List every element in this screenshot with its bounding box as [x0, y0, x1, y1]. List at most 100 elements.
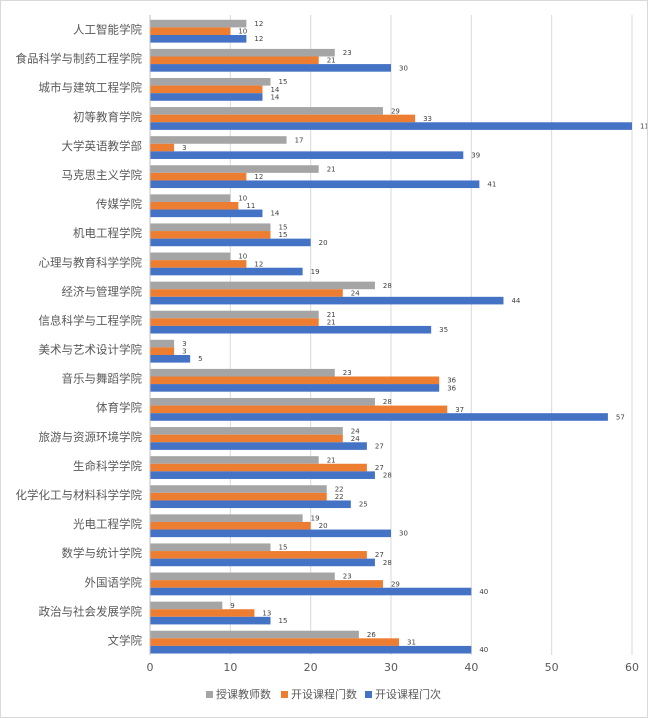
value-label-s2-c17: 30	[399, 530, 408, 538]
category-label-0: 人工智能学院	[73, 23, 142, 37]
value-label-s2-c19: 40	[479, 588, 488, 596]
category-label-1: 食品科学与制药工程学院	[16, 52, 143, 66]
bar-s1-c9	[150, 289, 343, 297]
value-label-s0-c13: 28	[383, 398, 392, 406]
bar-s1-c21	[150, 638, 400, 646]
bar-s0-c13	[150, 397, 375, 406]
value-label-s2-c7: 20	[319, 239, 328, 247]
value-label-s1-c13: 37	[455, 406, 464, 414]
category-label-19: 外国语学院	[85, 575, 143, 589]
category-label-15: 生命科学学院	[73, 459, 142, 473]
value-label-s1-c8: 12	[254, 260, 263, 268]
category-label-13: 体育学院	[96, 401, 142, 415]
value-label-s0-c2: 15	[279, 78, 288, 86]
value-label-s0-c19: 23	[343, 573, 352, 581]
value-label-s1-c11: 3	[182, 348, 186, 356]
value-label-s2-c8: 19	[311, 268, 320, 276]
value-label-s1-c7: 15	[279, 231, 288, 239]
category-label-8: 心理与教育科学学院	[39, 255, 143, 269]
legend-label-0: 授课教师数	[216, 687, 271, 701]
bar-s1-c1	[150, 56, 319, 65]
bar-s1-c11	[150, 347, 175, 355]
value-label-s1-c3: 33	[423, 115, 432, 123]
bar-s1-c16	[150, 492, 327, 501]
bar-s1-c2	[150, 85, 263, 94]
bar-s1-c19	[150, 580, 383, 588]
bar-s2-c0	[150, 35, 247, 43]
value-label-s2-c13: 57	[616, 413, 625, 421]
bar-s0-c20	[150, 601, 223, 610]
bar-s2-c2	[150, 93, 263, 101]
bar-s1-c17	[150, 521, 311, 530]
value-label-s2-c4: 39	[471, 152, 480, 160]
bar-s2-c14	[150, 442, 367, 450]
category-label-9: 经济与管理学院	[62, 284, 143, 298]
value-label-s1-c9: 24	[351, 289, 360, 297]
value-label-s0-c8: 10	[238, 253, 247, 261]
legend-label-1: 开设课程门数	[291, 687, 357, 701]
bar-s0-c15	[150, 456, 319, 464]
x-tick-label-2: 20	[304, 661, 318, 674]
value-label-s2-c5: 41	[487, 181, 496, 189]
value-label-s2-c18: 28	[383, 559, 392, 567]
bar-s2-c5	[150, 180, 480, 189]
value-label-s1-c19: 29	[391, 580, 400, 588]
value-label-s2-c1: 30	[399, 64, 408, 72]
bar-s1-c3	[150, 114, 416, 123]
bar-s0-c2	[150, 77, 271, 86]
bar-s1-c18	[150, 551, 367, 559]
value-label-s1-c5: 12	[254, 173, 263, 181]
bar-s0-c7	[150, 223, 271, 232]
value-label-s2-c9: 44	[511, 297, 520, 305]
value-label-s0-c3: 29	[391, 107, 400, 115]
value-label-s2-c6: 14	[270, 210, 279, 218]
bar-s1-c14	[150, 434, 343, 443]
bar-s2-c21	[150, 645, 472, 654]
value-label-s2-c2: 14	[270, 93, 279, 101]
bar-s1-c7	[150, 231, 271, 239]
value-label-s0-c4: 17	[295, 136, 304, 144]
value-label-s0-c16: 22	[335, 485, 344, 493]
bar-s0-c10	[150, 310, 319, 319]
bar-s2-c4	[150, 151, 464, 159]
bar-s2-c15	[150, 471, 375, 479]
value-label-s0-c21: 26	[367, 631, 376, 639]
category-label-3: 初等教育学院	[73, 110, 142, 124]
value-label-s0-c14: 24	[351, 427, 360, 435]
bar-s0-c21	[150, 630, 359, 639]
value-label-s0-c9: 28	[383, 282, 392, 290]
bar-s0-c1	[150, 48, 335, 57]
bar-s2-c20	[150, 616, 271, 625]
category-label-11: 美术与艺术设计学院	[39, 343, 143, 357]
bar-s1-c20	[150, 609, 255, 617]
bar-s2-c17	[150, 529, 391, 538]
bar-s0-c0	[150, 19, 247, 28]
bar-s1-c12	[150, 376, 440, 385]
bar-s0-c5	[150, 165, 319, 173]
x-tick-label-6: 60	[625, 661, 639, 674]
category-label-10: 信息科学与工程学院	[39, 313, 143, 327]
value-label-s2-c3: 112	[640, 122, 647, 130]
category-label-12: 音乐与舞蹈学院	[62, 372, 143, 386]
value-label-s0-c10: 21	[327, 311, 336, 319]
category-label-21: 文学院	[108, 633, 143, 647]
bar-s2-c3	[150, 122, 632, 130]
value-label-s1-c0: 10	[238, 28, 247, 36]
value-label-s1-c2: 14	[270, 86, 279, 94]
value-label-s1-c20: 13	[262, 609, 271, 617]
bar-s2-c6	[150, 209, 263, 218]
value-label-s2-c11: 5	[198, 355, 202, 363]
value-label-s2-c20: 15	[279, 617, 288, 625]
bar-s2-c11	[150, 355, 191, 363]
value-label-s2-c14: 27	[375, 442, 384, 450]
bar-s2-c9	[150, 296, 504, 305]
bar-s0-c8	[150, 252, 231, 261]
bar-s1-c5	[150, 172, 247, 181]
bar-s1-c15	[150, 463, 367, 472]
bar-s0-c4	[150, 136, 287, 144]
category-label-6: 传媒学院	[96, 197, 142, 211]
bar-s1-c4	[150, 143, 175, 152]
category-label-16: 化学化工与材料科学学院	[16, 488, 143, 502]
bar-s0-c19	[150, 572, 335, 581]
